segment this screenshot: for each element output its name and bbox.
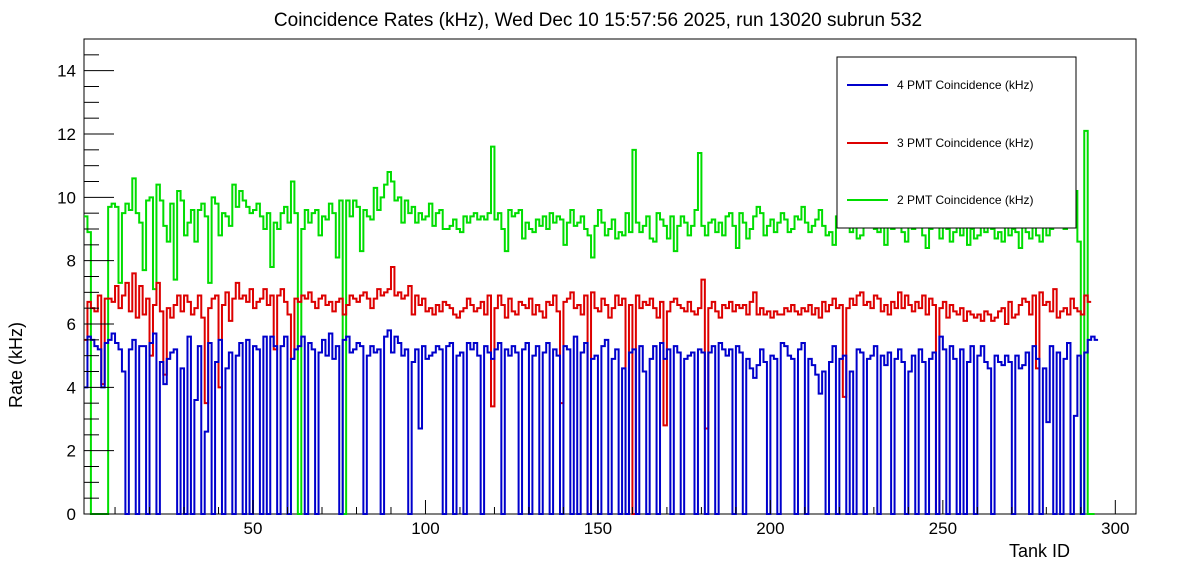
- x-tick-label: 50: [244, 519, 263, 538]
- chart-title: Coincidence Rates (kHz), Wed Dec 10 15:5…: [274, 10, 922, 31]
- y-tick-label: 10: [57, 188, 76, 207]
- y-axis-label: Rate (kHz): [6, 322, 26, 408]
- y-tick-label: 8: [67, 252, 76, 271]
- y-tick-label: 0: [67, 505, 76, 524]
- x-tick-label: 100: [411, 519, 439, 538]
- series-layer: [84, 129, 1099, 515]
- y-tick-label: 2: [67, 442, 76, 461]
- legend: 4 PMT Coincidence (kHz) 3 PMT Coincidenc…: [836, 56, 1077, 229]
- x-tick-label: 150: [584, 519, 612, 538]
- y-axis: 0 2 4 6 8 10 12 14: [57, 54, 114, 524]
- legend-label-4pmt: 4 PMT Coincidence (kHz): [897, 78, 1034, 92]
- y-tick-label: 4: [67, 378, 76, 397]
- series-line-2: [84, 129, 1095, 515]
- y-tick-label: 6: [67, 315, 76, 334]
- series-line-0: [84, 329, 1099, 515]
- y-tick-label: 14: [57, 62, 76, 81]
- x-tick-label: 250: [929, 519, 957, 538]
- x-axis: 50 100 150 200 250 300: [114, 500, 1129, 538]
- x-tick-label: 300: [1101, 519, 1129, 538]
- legend-label-3pmt: 3 PMT Coincidence (kHz): [897, 136, 1034, 150]
- legend-label-2pmt: 2 PMT Coincidence (kHz): [897, 193, 1034, 207]
- x-tick-label: 200: [756, 519, 784, 538]
- y-tick-label: 12: [57, 125, 76, 144]
- x-axis-label: Tank ID: [1009, 541, 1070, 561]
